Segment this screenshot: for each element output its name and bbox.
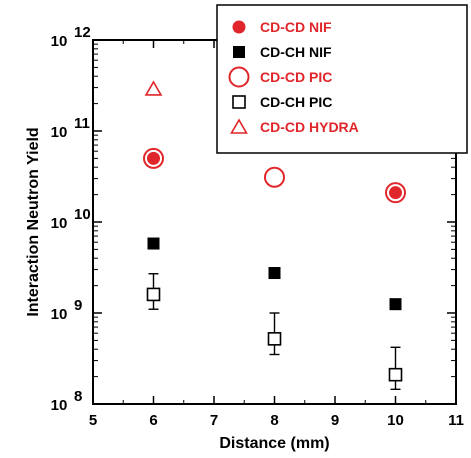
data-point-cd-ch-pic [146, 287, 161, 302]
data-marks [143, 80, 406, 391]
x-tick-label: 11 [448, 412, 464, 429]
y-tick-base: 10 [51, 215, 68, 232]
y-tick-exponent: 12 [74, 24, 91, 41]
legend-label: CD-CH PIC [260, 94, 332, 110]
data-point-cd-cd-hydra [144, 80, 163, 96]
y-tick-base: 10 [51, 33, 68, 50]
x-tick-label: 8 [270, 412, 278, 429]
data-point-cd-cd-pic [385, 182, 406, 204]
legend-marker [232, 95, 246, 109]
data-point-cd-ch-pic [267, 332, 282, 346]
legend-item: CD-CH NIF [233, 44, 332, 60]
x-tick-label: 5 [89, 412, 97, 429]
y-tick-exponent: 9 [74, 297, 82, 314]
legend-marker [233, 46, 245, 58]
legend-label: CD-CD PIC [260, 69, 332, 85]
data-point-cd-cd-pic [143, 147, 164, 169]
legend: CD-CD NIF CD-CH NIF CD-CD PIC CD-CH PIC CD-C… [216, 4, 468, 154]
data-point-cd-cd-nif [389, 186, 402, 200]
data-point-cd-ch-nif [268, 267, 281, 280]
y-tick-exponent: 10 [74, 206, 91, 223]
y-tick-label: 10 12 [51, 24, 91, 50]
legend-label: CD-CD HYDRA [260, 119, 359, 135]
x-tick-label: 10 [387, 412, 404, 429]
legend-box [216, 4, 468, 154]
y-tick-base: 10 [51, 306, 68, 323]
legend-item: CD-CD NIF [232, 19, 332, 35]
y-tick-label: 10 11 [51, 115, 90, 141]
legend-label: CD-CH NIF [260, 44, 332, 60]
y-tick-exponent: 11 [74, 115, 90, 132]
y-tick-label: 10 10 [51, 206, 91, 232]
data-point-cd-cd-pic [264, 166, 285, 188]
data-point-cd-ch-pic [388, 367, 403, 382]
y-tick-base: 10 [51, 397, 68, 414]
legend-item: CD-CD PIC [228, 66, 332, 88]
y-tick-label: 10 9 [51, 297, 83, 323]
legend-label: CD-CD NIF [260, 19, 332, 35]
legend-item: CD-CH PIC [232, 94, 332, 110]
data-point-cd-cd-nif [147, 151, 160, 165]
legend-marker [228, 66, 250, 88]
y-tick-base: 10 [51, 124, 68, 141]
y-axis-title: Interaction Neutron Yield [25, 127, 42, 316]
legend-item: CD-CD HYDRA [230, 118, 359, 135]
x-axis-title: Distance (mm) [219, 435, 329, 452]
x-tick-label: 7 [210, 412, 218, 429]
y-tick-exponent: 8 [74, 388, 82, 405]
y-tick-label: 10 8 [51, 388, 83, 414]
x-tick-label: 6 [149, 412, 157, 429]
data-point-cd-ch-nif [389, 298, 402, 311]
tick-labels: 5 6 7 8 9 10 11 10 8 10 9 10 10 10 11 10 12 [51, 24, 464, 429]
x-tick-label: 9 [331, 412, 339, 429]
legend-marker [232, 20, 246, 34]
data-point-cd-ch-nif [147, 237, 160, 250]
legend-marker [230, 118, 248, 134]
